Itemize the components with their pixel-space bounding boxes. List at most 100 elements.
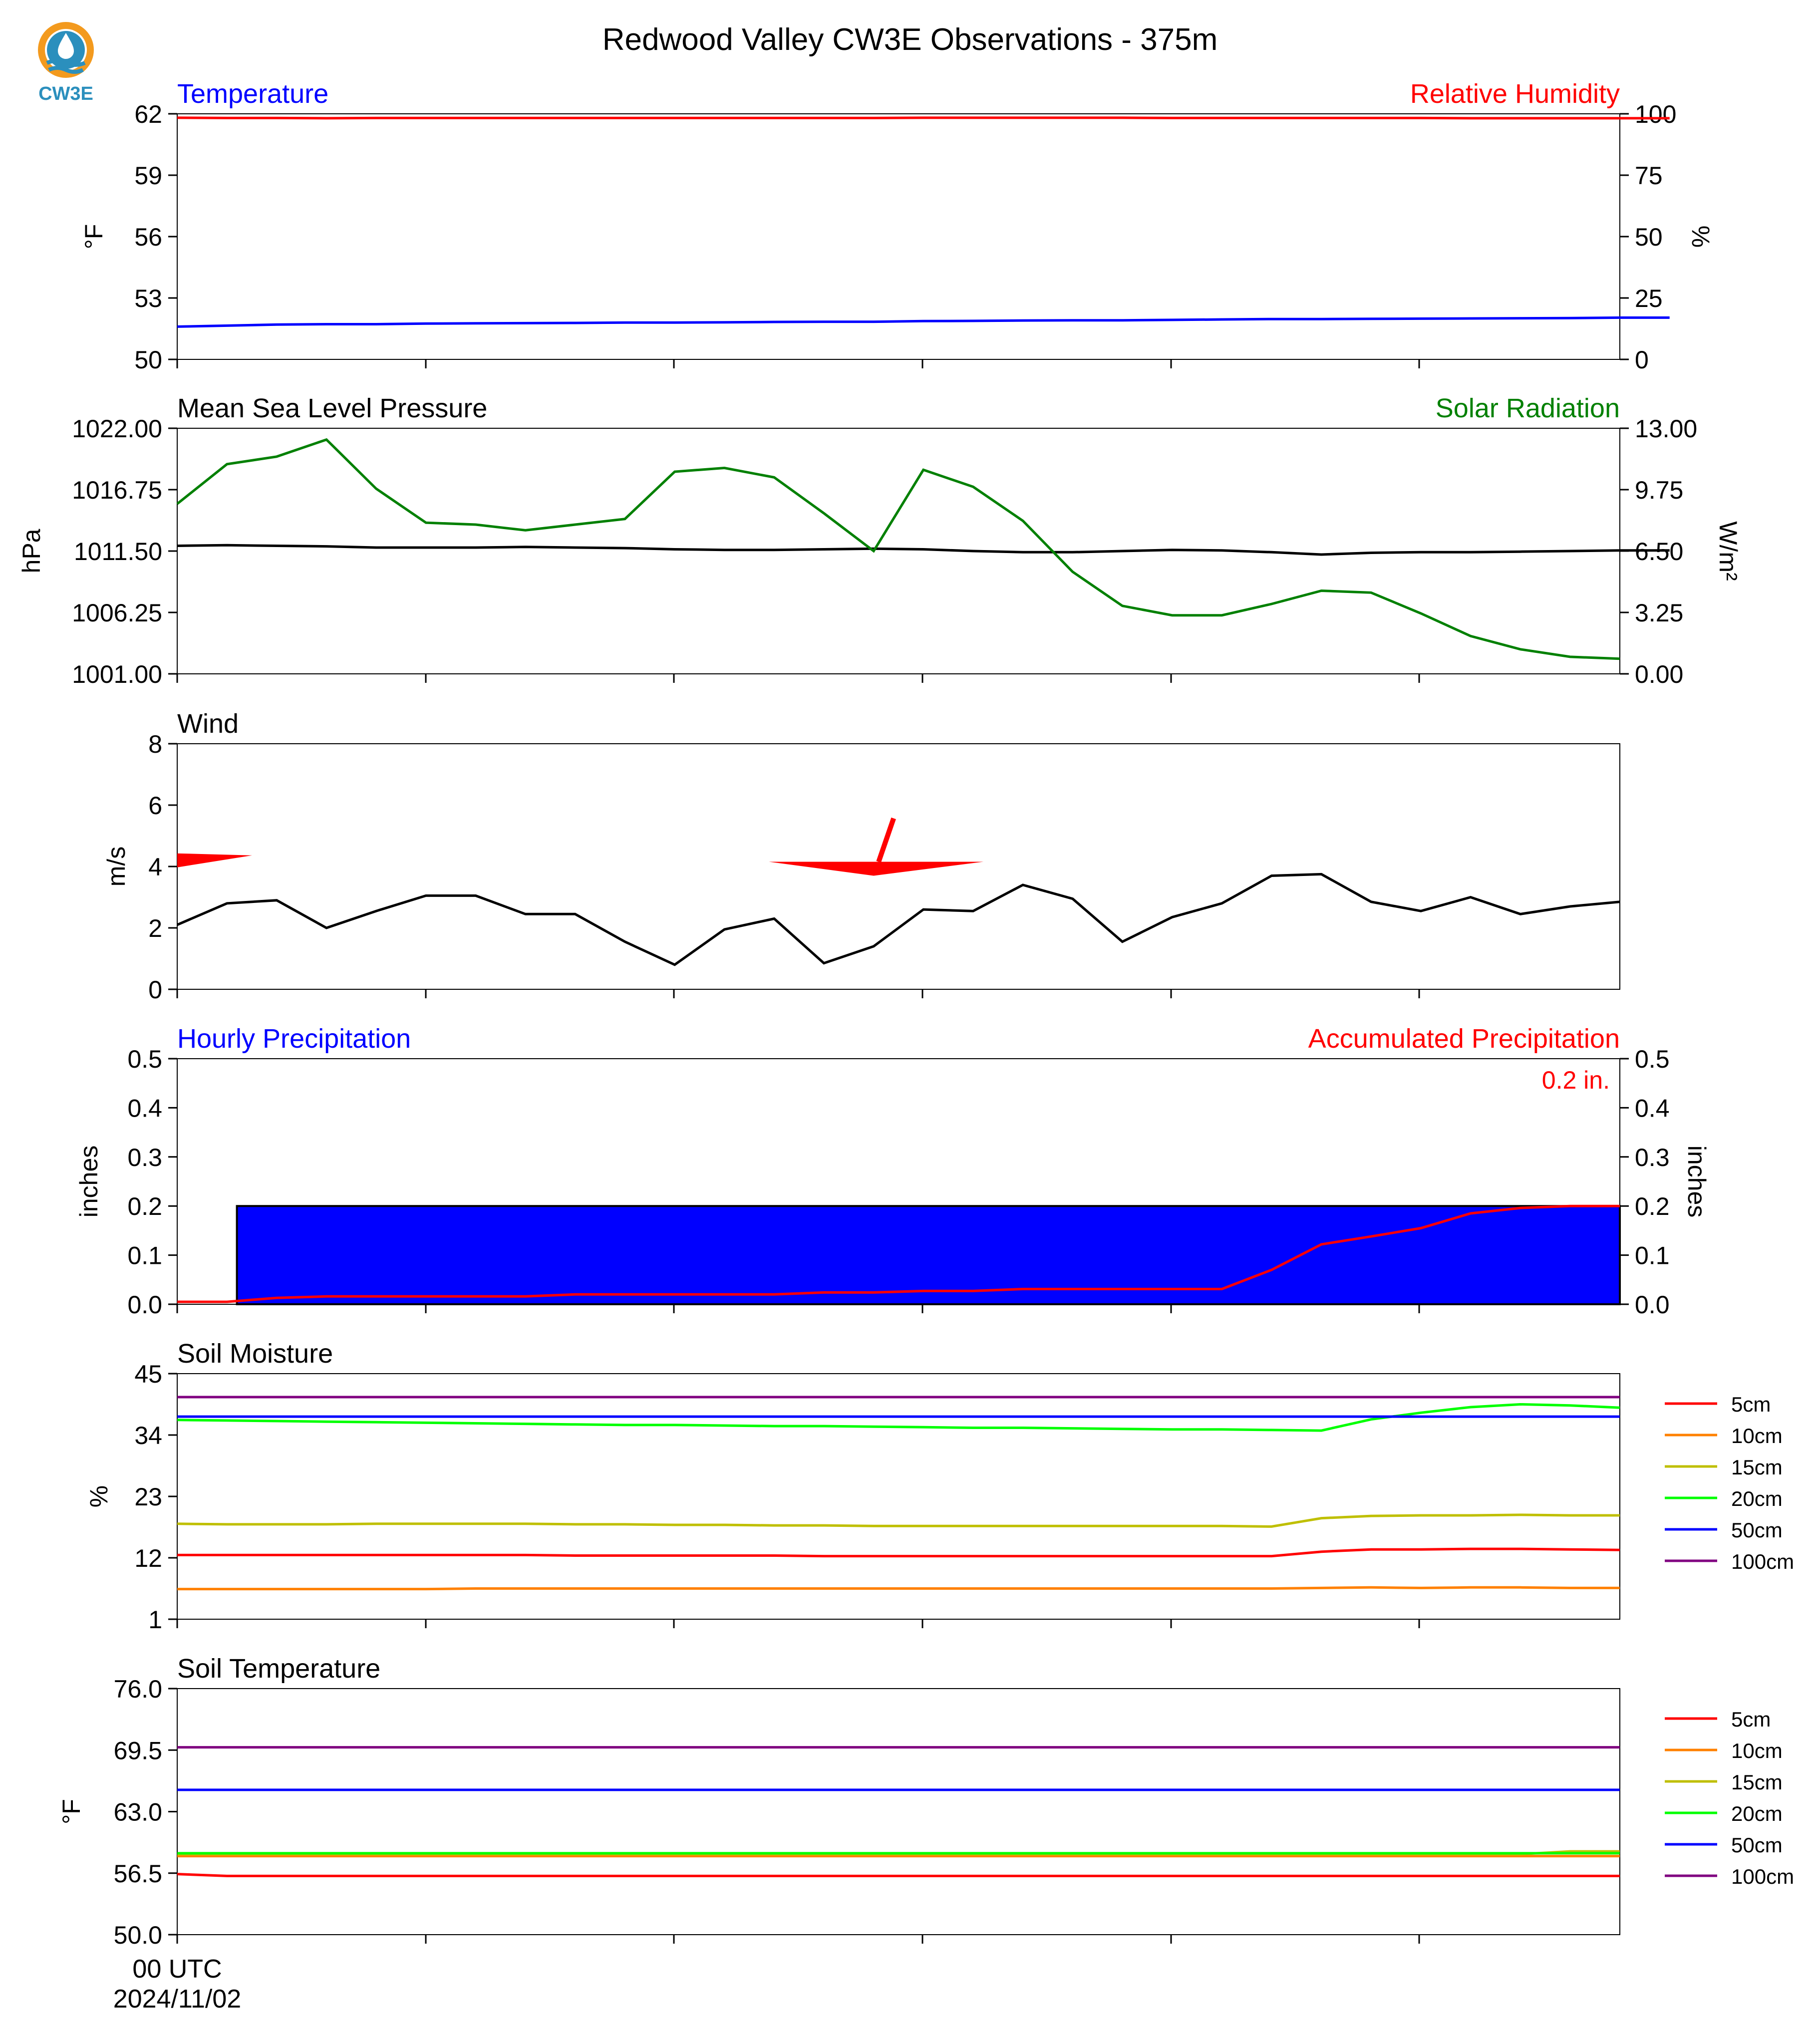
y-tick-label-right: 0.0 <box>1635 1291 1670 1319</box>
wind-barb <box>769 862 984 876</box>
series-line-mean-sea-level-pressure <box>177 544 1670 556</box>
y-tick-label: 69.5 <box>114 1737 162 1764</box>
accum-annotation: 0.2 in. <box>1542 1066 1610 1094</box>
panel-frame <box>177 1373 1620 1620</box>
legend-label: 100cm <box>1731 1550 1794 1573</box>
series-line-solar-radiation <box>176 438 1620 660</box>
panel-title-right: Solar Radiation <box>1436 393 1620 423</box>
y-axis-label-right: % <box>1687 226 1715 248</box>
y-tick-label: 45 <box>134 1360 162 1388</box>
hourly-precip-bar <box>236 1205 1621 1305</box>
panel-title-left: Temperature <box>177 79 328 109</box>
y-axis-label-right: inches <box>1683 1146 1711 1218</box>
y-tick-label-right: 0.1 <box>1635 1242 1670 1270</box>
panel-2: Mean Sea Level Pressure Solar Radiation 10… <box>17 393 1742 688</box>
y-tick-label-right: 75 <box>1635 162 1663 190</box>
series-line-5cm <box>177 1873 1620 1877</box>
y-tick-label: 4 <box>148 853 162 881</box>
panel-title-left: Hourly Precipitation <box>177 1024 411 1054</box>
y-tick-label-right: 0.3 <box>1635 1144 1670 1171</box>
wind-barb <box>177 853 252 868</box>
y-tick-label: 23 <box>134 1483 162 1511</box>
y-tick-label: 0.4 <box>127 1094 162 1122</box>
panel-title-right: Accumulated Precipitation <box>1308 1024 1620 1054</box>
y-tick-label: 0.2 <box>127 1192 162 1220</box>
y-tick-label: 1011.50 <box>74 538 162 566</box>
panel-title-left: Soil Temperature <box>177 1654 380 1684</box>
wind-barb-staff <box>876 817 896 863</box>
logo-text: CW3E <box>38 83 93 104</box>
y-tick-label: 50.0 <box>114 1921 162 1949</box>
y-tick-label-right: 0.2 <box>1635 1192 1670 1220</box>
legend-label: 100cm <box>1731 1865 1794 1888</box>
y-tick-label: 59 <box>134 162 162 190</box>
series-line-accumulated-precipitation <box>177 1204 1620 1303</box>
y-tick-label-right: 9.75 <box>1635 476 1683 504</box>
series-line-wind <box>177 872 1620 966</box>
legend-label: 50cm <box>1731 1833 1783 1857</box>
y-tick-label: 1016.75 <box>72 476 162 504</box>
panel-title-left: Soil Moisture <box>177 1339 333 1369</box>
figure-title: Redwood Valley CW3E Observations - 375m <box>603 22 1218 57</box>
y-tick-label: 76.0 <box>114 1675 162 1703</box>
y-tick-label-right: 0.4 <box>1635 1094 1670 1122</box>
panel-title-left: Wind <box>177 709 239 739</box>
y-tick-label: 0.5 <box>127 1045 162 1073</box>
series-line-5cm <box>177 1547 1620 1558</box>
panel-3: Wind 8 6 4 2 0 m/s <box>102 709 1620 1004</box>
y-tick-label: 50 <box>134 346 162 374</box>
y-tick-label-right: 50 <box>1635 223 1663 251</box>
y-tick-label: 56 <box>134 223 162 251</box>
y-tick-label-right: 3.25 <box>1635 599 1683 627</box>
legend-label: 15cm <box>1731 1455 1783 1479</box>
legend-label: 20cm <box>1731 1802 1783 1825</box>
x-tick-label-date-line2: 2024/11/02 <box>113 1985 241 2014</box>
series-line-15cm <box>177 1513 1620 1528</box>
y-axis-label-right: W/m² <box>1714 521 1742 580</box>
y-tick-label: 62 <box>134 100 162 128</box>
y-tick-label: 0.3 <box>127 1144 162 1171</box>
panel-title-right: Relative Humidity <box>1410 79 1620 109</box>
legend-label: 5cm <box>1731 1708 1771 1731</box>
x-tick-label-date-line1: 00 UTC <box>132 1955 222 1984</box>
y-tick-label: 2 <box>148 914 162 942</box>
legend-label: 10cm <box>1731 1424 1783 1448</box>
panel-frame <box>177 1688 1620 1935</box>
y-tick-label: 34 <box>134 1422 162 1449</box>
y-tick-label-right: 0.00 <box>1635 660 1683 688</box>
legend-label: 20cm <box>1731 1487 1783 1510</box>
y-tick-label: 12 <box>134 1544 162 1572</box>
y-tick-label: 1001.00 <box>72 660 162 688</box>
series-line-temperature <box>177 316 1670 328</box>
legend-label: 5cm <box>1731 1393 1771 1416</box>
y-axis-label: °F <box>57 1799 85 1824</box>
y-tick-label-right: 100 <box>1635 100 1676 128</box>
panel-5: Soil Moisture 45 34 23 12 1% 5cm 10cm 15cm 20cm 50… <box>85 1339 1794 1634</box>
series-line-10cm <box>177 1586 1620 1591</box>
y-tick-label: 1 <box>148 1606 162 1634</box>
y-tick-label: 6 <box>148 792 162 820</box>
y-tick-label: 53 <box>134 285 162 312</box>
panel-6: Soil Temperature 76.0 69.5 63.0 56.5 50.0 °F 5c… <box>57 1654 1794 1949</box>
y-axis-label: % <box>85 1485 113 1507</box>
y-axis-label: °F <box>80 224 108 250</box>
y-tick-label-right: 25 <box>1635 285 1663 312</box>
y-tick-label: 1006.25 <box>72 599 162 627</box>
y-tick-label: 1022.00 <box>72 415 162 443</box>
cw3e-logo: CW3E <box>31 19 101 104</box>
y-tick-label: 0.1 <box>127 1242 162 1270</box>
y-tick-label: 63.0 <box>114 1798 162 1826</box>
y-tick-label-right: 13.00 <box>1635 415 1697 443</box>
legend-label: 10cm <box>1731 1739 1783 1762</box>
legend-label: 15cm <box>1731 1770 1783 1794</box>
y-tick-label: 0.0 <box>127 1291 162 1319</box>
y-tick-label-right: 0 <box>1635 346 1649 374</box>
y-axis-label: hPa <box>17 529 45 573</box>
y-tick-label-right: 0.5 <box>1635 1045 1670 1073</box>
panel-title-left: Mean Sea Level Pressure <box>177 393 487 423</box>
y-tick-label: 8 <box>148 730 162 758</box>
y-tick-label: 0 <box>148 976 162 1004</box>
panel-1: Temperature Relative Humidity 62 59 56 53 50 10… <box>80 79 1715 374</box>
y-axis-label: m/s <box>102 847 130 887</box>
